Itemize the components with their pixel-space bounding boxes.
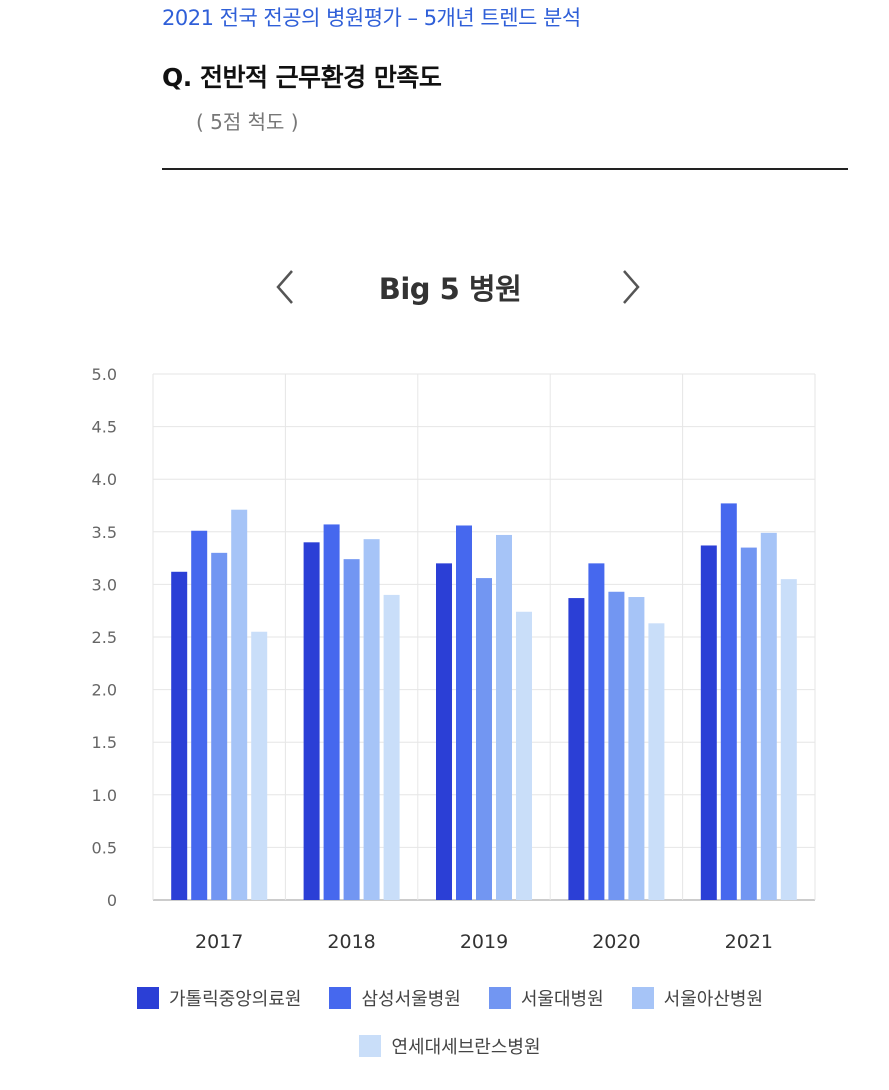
bar xyxy=(740,547,757,900)
legend-item[interactable]: 서울대병원 xyxy=(488,985,604,1011)
legend-label: 서울아산병원 xyxy=(663,989,763,1010)
bar xyxy=(251,631,268,900)
bar xyxy=(456,525,472,900)
legend-item[interactable]: 가톨릭중앙의료원 xyxy=(136,985,302,1011)
bar xyxy=(608,591,625,900)
bar xyxy=(436,563,452,900)
bar xyxy=(476,578,492,900)
bar xyxy=(496,534,512,900)
scale-note: ( 5점 척도 ) xyxy=(196,110,299,134)
legend-item[interactable]: 연세대세브란스병원 xyxy=(359,1033,541,1059)
y-tick-label: 2.0 xyxy=(92,681,117,700)
bar xyxy=(720,503,737,900)
bar-chart: 0 0.5 1.0 1.5 2.0 2.5 3.0 3.5 4.0 4.5 5.0 2017 2018 2… xyxy=(92,365,816,953)
y-tick-label: 1.0 xyxy=(92,786,117,805)
x-tick-label: 2017 xyxy=(195,931,243,953)
bar xyxy=(303,542,320,900)
bar xyxy=(231,509,248,900)
bar xyxy=(363,539,380,900)
next-chart-button[interactable] xyxy=(610,265,650,309)
bar xyxy=(343,559,360,900)
bar xyxy=(323,524,340,900)
bar xyxy=(648,623,665,900)
x-tick-label: 2021 xyxy=(725,931,773,953)
bar xyxy=(211,552,228,900)
header-divider xyxy=(162,168,848,170)
legend-label: 서울대병원 xyxy=(520,989,604,1010)
chart-title: Big 5 병원 xyxy=(378,272,522,306)
y-tick-label: 4.0 xyxy=(92,470,117,489)
legend-swatch xyxy=(136,987,159,1009)
legend-row: 연세대세브란스병원 xyxy=(60,1033,840,1059)
legend-swatch xyxy=(359,1035,382,1057)
bar xyxy=(191,530,208,900)
legend: 가톨릭중앙의료원 삼성서울병원 서울대병원 서울아산병원 연세대세브란스병원 xyxy=(60,985,840,1081)
bar xyxy=(628,597,645,900)
bar xyxy=(568,598,585,900)
bar xyxy=(780,579,797,900)
y-tick-label: 5.0 xyxy=(92,365,117,384)
legend-item[interactable]: 삼성서울병원 xyxy=(329,985,461,1011)
report-supertitle: 2021 전국 전공의 병원평가 – 5개년 트렌드 분석 xyxy=(162,6,581,30)
y-tick-label: 2.5 xyxy=(92,628,117,647)
bar xyxy=(171,571,188,900)
legend-item[interactable]: 서울아산병원 xyxy=(631,985,763,1011)
bar xyxy=(383,594,400,900)
chevron-right-icon xyxy=(623,270,640,304)
y-tick-label: 1.5 xyxy=(92,733,117,752)
legend-label: 가톨릭중앙의료원 xyxy=(168,989,302,1010)
question-title: Q. 전반적 근무환경 만족도 xyxy=(162,63,442,92)
legend-row: 가톨릭중앙의료원 삼성서울병원 서울대병원 서울아산병원 xyxy=(60,985,840,1011)
x-tick-label: 2018 xyxy=(327,931,375,953)
bar xyxy=(700,545,717,900)
bar xyxy=(588,563,605,900)
bar xyxy=(760,532,777,900)
legend-label: 삼성서울병원 xyxy=(361,989,461,1010)
chevron-left-icon xyxy=(276,270,293,304)
y-tick-label: 4.5 xyxy=(92,418,117,437)
y-tick-label: 0.5 xyxy=(92,838,117,857)
legend-label: 연세대세브란스병원 xyxy=(391,1037,541,1058)
x-tick-label: 2019 xyxy=(460,931,508,953)
y-tick-label: 3.5 xyxy=(92,523,117,542)
legend-swatch xyxy=(329,987,352,1009)
legend-swatch xyxy=(488,987,511,1009)
y-tick-label: 3.0 xyxy=(92,575,117,594)
previous-chart-button[interactable] xyxy=(268,265,308,309)
x-tick-label: 2020 xyxy=(592,931,640,953)
bar xyxy=(516,611,532,900)
y-tick-label: 0 xyxy=(107,891,117,910)
legend-swatch xyxy=(631,987,654,1009)
